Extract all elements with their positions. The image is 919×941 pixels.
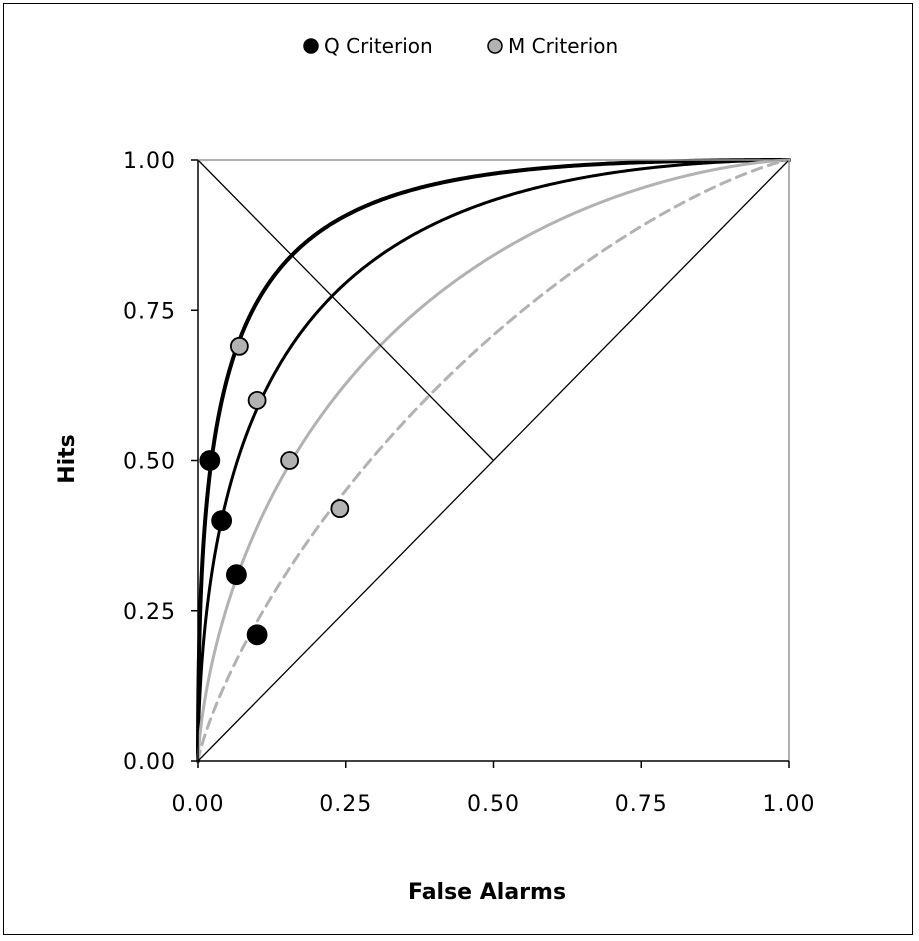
x-tick-label: 0.75 (615, 792, 668, 817)
y-axis-title: Hits (55, 434, 80, 484)
x-tick-label: 0.25 (319, 792, 372, 817)
q-criterion-point (212, 511, 231, 530)
m-criterion-point (231, 338, 248, 355)
roc-chart: Q Criterion M Criterion 0.00 0.25 0.50 0.75… (4, 4, 914, 936)
y-axis-tick-labels: 0.00 0.25 0.50 0.75 1.00 (123, 149, 198, 775)
legend-q-marker (304, 39, 318, 53)
legend-m-label: M Criterion (508, 34, 618, 58)
chart-figure: Q Criterion M Criterion 0.00 0.25 0.50 0.75… (3, 3, 913, 935)
legend-q-label: Q Criterion (324, 34, 433, 58)
plot-area (198, 160, 789, 761)
x-axis-tick-labels: 0.00 0.25 0.50 0.75 1.00 (172, 761, 816, 817)
x-tick-label: 1.00 (763, 792, 816, 817)
m-criterion-point (249, 392, 266, 409)
x-tick-label: 0.50 (467, 792, 520, 817)
q-criterion-point (248, 625, 267, 644)
y-tick-label: 0.75 (123, 299, 176, 324)
y-tick-label: 1.00 (123, 149, 176, 174)
y-tick-label: 0.00 (123, 750, 176, 775)
m-criterion-point (331, 500, 348, 517)
legend-m-marker (488, 39, 502, 53)
x-tick-label: 0.00 (172, 792, 225, 817)
reference-line-1 (198, 160, 494, 461)
x-axis-title: False Alarms (408, 880, 566, 905)
m-criterion-point (281, 452, 298, 469)
y-tick-label: 0.50 (123, 450, 176, 475)
q-criterion-point (227, 565, 246, 584)
q-criterion-point (200, 451, 219, 470)
legend: Q Criterion M Criterion (304, 34, 618, 58)
y-tick-label: 0.25 (123, 600, 176, 625)
